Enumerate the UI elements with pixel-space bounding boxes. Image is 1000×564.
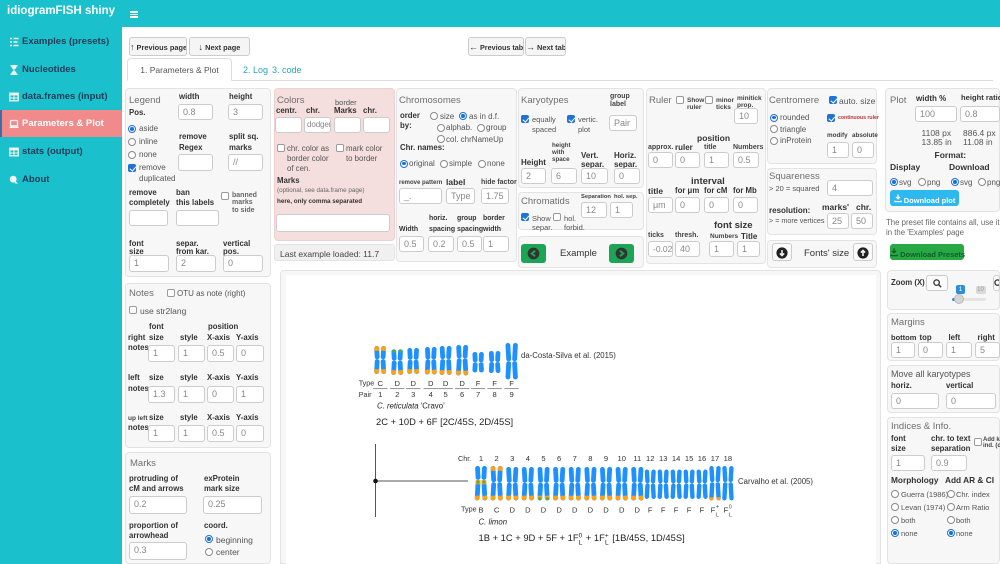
svg-text:F: F — [700, 506, 705, 515]
svg-text:10: 10 — [617, 454, 625, 463]
svg-text:D: D — [459, 379, 465, 388]
svg-text:D: D — [541, 506, 547, 515]
svg-text:Pair: Pair — [359, 390, 372, 399]
svg-text:8: 8 — [492, 390, 496, 399]
svg-text:4: 4 — [526, 454, 530, 463]
svg-text:7: 7 — [476, 390, 480, 399]
svg-text:Type: Type — [359, 378, 375, 387]
svg-text:B: B — [478, 506, 483, 515]
svg-text:Carvalho et al. (2005): Carvalho et al. (2005) — [738, 477, 813, 486]
svg-text:‘Cravo’: ‘Cravo’ — [421, 402, 446, 411]
svg-text:D: D — [410, 379, 416, 388]
svg-text:6: 6 — [460, 390, 464, 399]
svg-text:Chr.: Chr. — [458, 454, 471, 463]
svg-text:9: 9 — [509, 390, 513, 399]
svg-text:F: F — [648, 506, 653, 515]
svg-text:C. limon: C. limon — [479, 518, 508, 527]
svg-text:0: 0 — [729, 505, 732, 511]
svg-text:D: D — [510, 506, 516, 515]
svg-text:4: 4 — [429, 390, 433, 399]
svg-text:15: 15 — [685, 454, 693, 463]
svg-text:12: 12 — [646, 454, 654, 463]
svg-text:13: 13 — [659, 454, 667, 463]
svg-text:1: 1 — [378, 390, 382, 399]
svg-text:+: + — [716, 505, 719, 511]
svg-text:F: F — [661, 506, 666, 515]
svg-text:6: 6 — [557, 454, 561, 463]
svg-text:F: F — [724, 506, 729, 515]
svg-text:D: D — [556, 506, 562, 515]
svg-text:D: D — [635, 506, 641, 515]
svg-text:3: 3 — [411, 390, 415, 399]
svg-text:D: D — [428, 379, 434, 388]
svg-text:7: 7 — [573, 454, 577, 463]
svg-text:D: D — [443, 379, 449, 388]
svg-text:1: 1 — [479, 454, 483, 463]
svg-text:Type: Type — [461, 505, 477, 514]
svg-text:5: 5 — [541, 454, 545, 463]
svg-text:C. reticulata: C. reticulata — [377, 402, 419, 411]
svg-text:F: F — [476, 379, 481, 388]
svg-text:L: L — [716, 513, 719, 519]
svg-text:D: D — [525, 506, 531, 515]
svg-text:5: 5 — [443, 390, 447, 399]
svg-text:18: 18 — [724, 454, 732, 463]
svg-text:2C + 10D + 6F [2C/45S, 2D/45S]: 2C + 10D + 6F [2C/45S, 2D/45S] — [376, 416, 513, 427]
svg-text:D: D — [588, 506, 594, 515]
svg-text:3: 3 — [510, 454, 514, 463]
svg-text:F: F — [687, 506, 692, 515]
svg-text:8: 8 — [588, 454, 592, 463]
svg-text:D: D — [603, 506, 609, 515]
svg-text:F: F — [492, 379, 497, 388]
svg-text:C: C — [494, 506, 500, 515]
svg-text:L: L — [729, 513, 732, 519]
svg-text:14: 14 — [672, 454, 680, 463]
svg-text:11: 11 — [633, 454, 641, 463]
svg-text:2: 2 — [395, 390, 399, 399]
svg-text:da-Costa-Silva et al. (2015): da-Costa-Silva et al. (2015) — [521, 351, 616, 360]
svg-text:9: 9 — [604, 454, 608, 463]
svg-text:D: D — [572, 506, 578, 515]
svg-text:17: 17 — [711, 454, 719, 463]
svg-text:D: D — [619, 506, 625, 515]
svg-text:F: F — [509, 379, 514, 388]
svg-text:2: 2 — [494, 454, 498, 463]
svg-text:F: F — [674, 506, 679, 515]
svg-text:C: C — [377, 379, 383, 388]
svg-text:F: F — [711, 506, 716, 515]
svg-text:16: 16 — [698, 454, 706, 463]
svg-text:D: D — [394, 379, 400, 388]
